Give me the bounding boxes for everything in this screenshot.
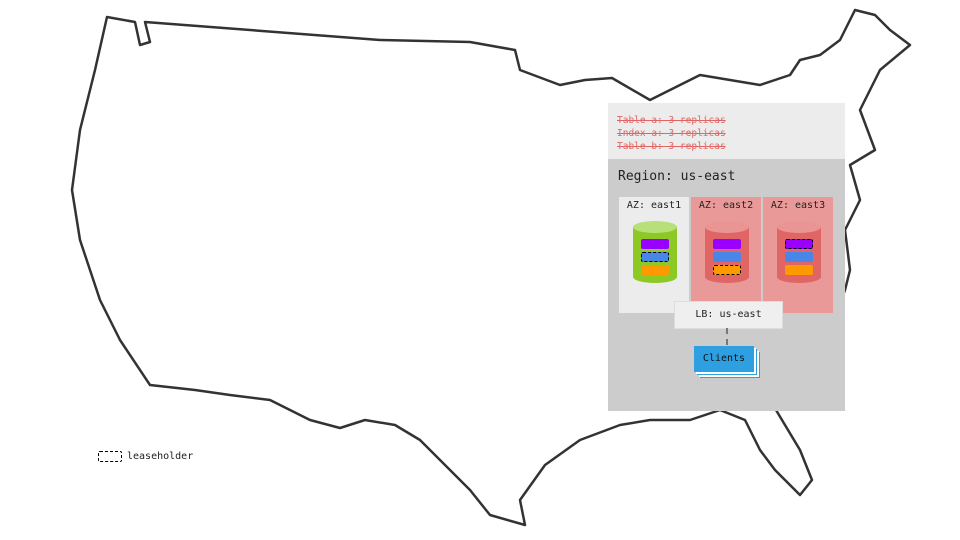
range-replica [641,265,669,275]
database-cylinder-icon [633,221,677,283]
table-replica-list: Table a: 3 replicas Index a: 3 replicas … [608,103,845,159]
range-replica [641,239,669,249]
table-b-replicas: Table b: 3 replicas [617,141,726,152]
az-label: AZ: east3 [770,200,826,211]
database-cylinder-icon [705,221,749,283]
legend-label: leaseholder [127,451,194,462]
range-replica [713,252,741,262]
az-label: AZ: east1 [626,200,682,211]
index-a-replicas: Index a: 3 replicas [617,128,726,139]
range-replica [713,239,741,249]
clients-box: Clients [694,346,754,372]
legend: leaseholder [98,451,193,462]
range-replica-leaseholder [641,252,669,262]
connector-line [726,328,728,345]
range-replica-leaseholder [713,265,741,275]
region-us-east: Region: us-east AZ: east1 AZ: east2 AZ: … [608,159,845,411]
range-replica [785,265,813,275]
region-title: Region: us-east [618,169,736,184]
az-2: AZ: east2 [691,197,761,313]
load-balancer: LB: us-east [674,301,783,329]
table-a-replicas: Table a: 3 replicas [617,115,726,126]
leaseholder-legend-swatch [98,451,122,462]
az-3: AZ: east3 [763,197,833,313]
range-replica [785,252,813,262]
database-cylinder-icon [777,221,821,283]
az-1: AZ: east1 [619,197,689,313]
range-replica-leaseholder [785,239,813,249]
az-label: AZ: east2 [698,200,754,211]
